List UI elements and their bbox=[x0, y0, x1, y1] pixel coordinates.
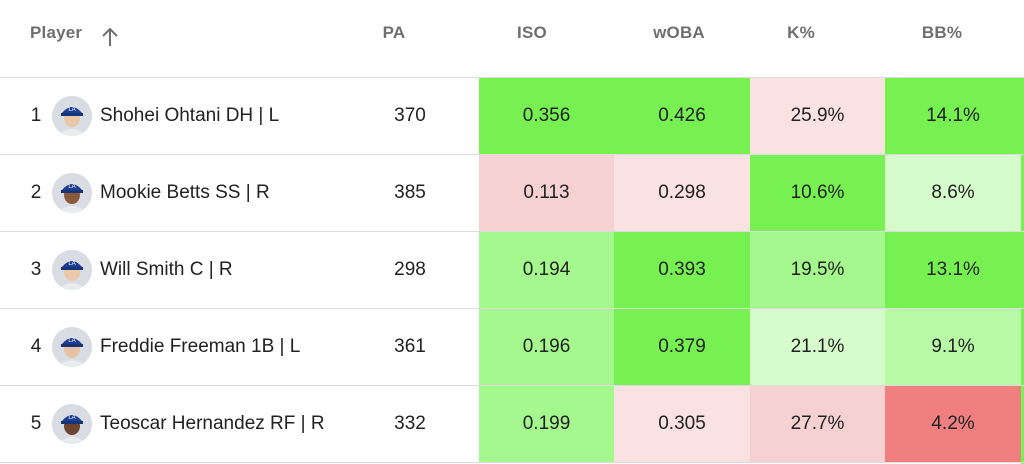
k-pct-cell: 19.5% bbox=[750, 232, 885, 308]
player-name[interactable]: Teoscar Hernandez RF | R bbox=[100, 413, 325, 434]
player-avatar: LA bbox=[52, 404, 92, 444]
k-pct-cell: 27.7% bbox=[750, 386, 885, 462]
rank: 2 bbox=[30, 182, 42, 203]
iso-cell: 0.113 bbox=[479, 155, 614, 231]
column-header-bb-pct[interactable]: BB% bbox=[921, 23, 963, 42]
table-row[interactable]: 5 LA Teoscar Hernandez RF | R 332 0.199 … bbox=[0, 386, 1024, 463]
pa-value: 385 bbox=[394, 182, 426, 203]
player-name[interactable]: Mookie Betts SS | R bbox=[100, 182, 270, 203]
player-name[interactable]: Freddie Freeman 1B | L bbox=[100, 336, 301, 357]
iso-cell: 0.196 bbox=[479, 309, 614, 385]
table-header: Player PA ISO wOBA K% BB% bbox=[0, 0, 1024, 78]
table-row[interactable]: 4 LA Freddie Freeman 1B | L 361 0.196 0.… bbox=[0, 309, 1024, 386]
bb-pct-cell: 8.6% bbox=[885, 155, 1021, 231]
column-header-iso[interactable]: ISO bbox=[517, 23, 547, 42]
woba-cell: 0.305 bbox=[614, 386, 750, 462]
column-header-pa[interactable]: PA bbox=[382, 23, 406, 42]
column-header-woba[interactable]: wOBA bbox=[653, 23, 705, 42]
player-avatar: LA bbox=[52, 173, 92, 213]
table-right-edge bbox=[1021, 78, 1024, 464]
pa-value: 332 bbox=[394, 413, 426, 434]
bb-pct-cell: 9.1% bbox=[885, 309, 1021, 385]
woba-cell: 0.298 bbox=[614, 155, 750, 231]
svg-text:LA: LA bbox=[68, 184, 75, 190]
player-avatar: LA bbox=[52, 250, 92, 290]
svg-text:LA: LA bbox=[68, 338, 75, 344]
player-name[interactable]: Will Smith C | R bbox=[100, 259, 233, 280]
bb-pct-cell: 4.2% bbox=[885, 386, 1021, 462]
svg-text:LA: LA bbox=[68, 415, 75, 421]
woba-cell: 0.426 bbox=[614, 78, 750, 154]
k-pct-cell: 21.1% bbox=[750, 309, 885, 385]
pa-value: 361 bbox=[394, 336, 426, 357]
table-row[interactable]: 1 LA Shohei Ohtani DH | L 370 0.356 0.42… bbox=[0, 78, 1024, 155]
woba-cell: 0.393 bbox=[614, 232, 750, 308]
iso-cell: 0.356 bbox=[479, 78, 614, 154]
rank: 1 bbox=[30, 105, 42, 126]
column-header-player[interactable]: Player bbox=[30, 0, 150, 66]
k-pct-cell: 10.6% bbox=[750, 155, 885, 231]
table-row[interactable]: 3 LA Will Smith C | R 298 0.194 0.393 19… bbox=[0, 232, 1024, 309]
svg-text:LA: LA bbox=[68, 107, 75, 113]
rank: 4 bbox=[30, 336, 42, 357]
player-name[interactable]: Shohei Ohtani DH | L bbox=[100, 105, 280, 126]
iso-cell: 0.199 bbox=[479, 386, 614, 462]
sort-ascending-icon[interactable] bbox=[100, 26, 120, 48]
svg-text:LA: LA bbox=[68, 261, 75, 267]
player-avatar: LA bbox=[52, 96, 92, 136]
bb-pct-cell: 14.1% bbox=[885, 78, 1021, 154]
rank: 5 bbox=[30, 413, 42, 434]
iso-cell: 0.194 bbox=[479, 232, 614, 308]
pa-value: 370 bbox=[394, 105, 426, 126]
player-avatar: LA bbox=[52, 327, 92, 367]
rank: 3 bbox=[30, 259, 42, 280]
bb-pct-cell: 13.1% bbox=[885, 232, 1021, 308]
column-header-k-pct[interactable]: K% bbox=[787, 23, 815, 42]
column-header-player-label: Player bbox=[30, 23, 83, 42]
k-pct-cell: 25.9% bbox=[750, 78, 885, 154]
table-row[interactable]: 2 LA Mookie Betts SS | R 385 0.113 0.298… bbox=[0, 155, 1024, 232]
pa-value: 298 bbox=[394, 259, 426, 280]
woba-cell: 0.379 bbox=[614, 309, 750, 385]
